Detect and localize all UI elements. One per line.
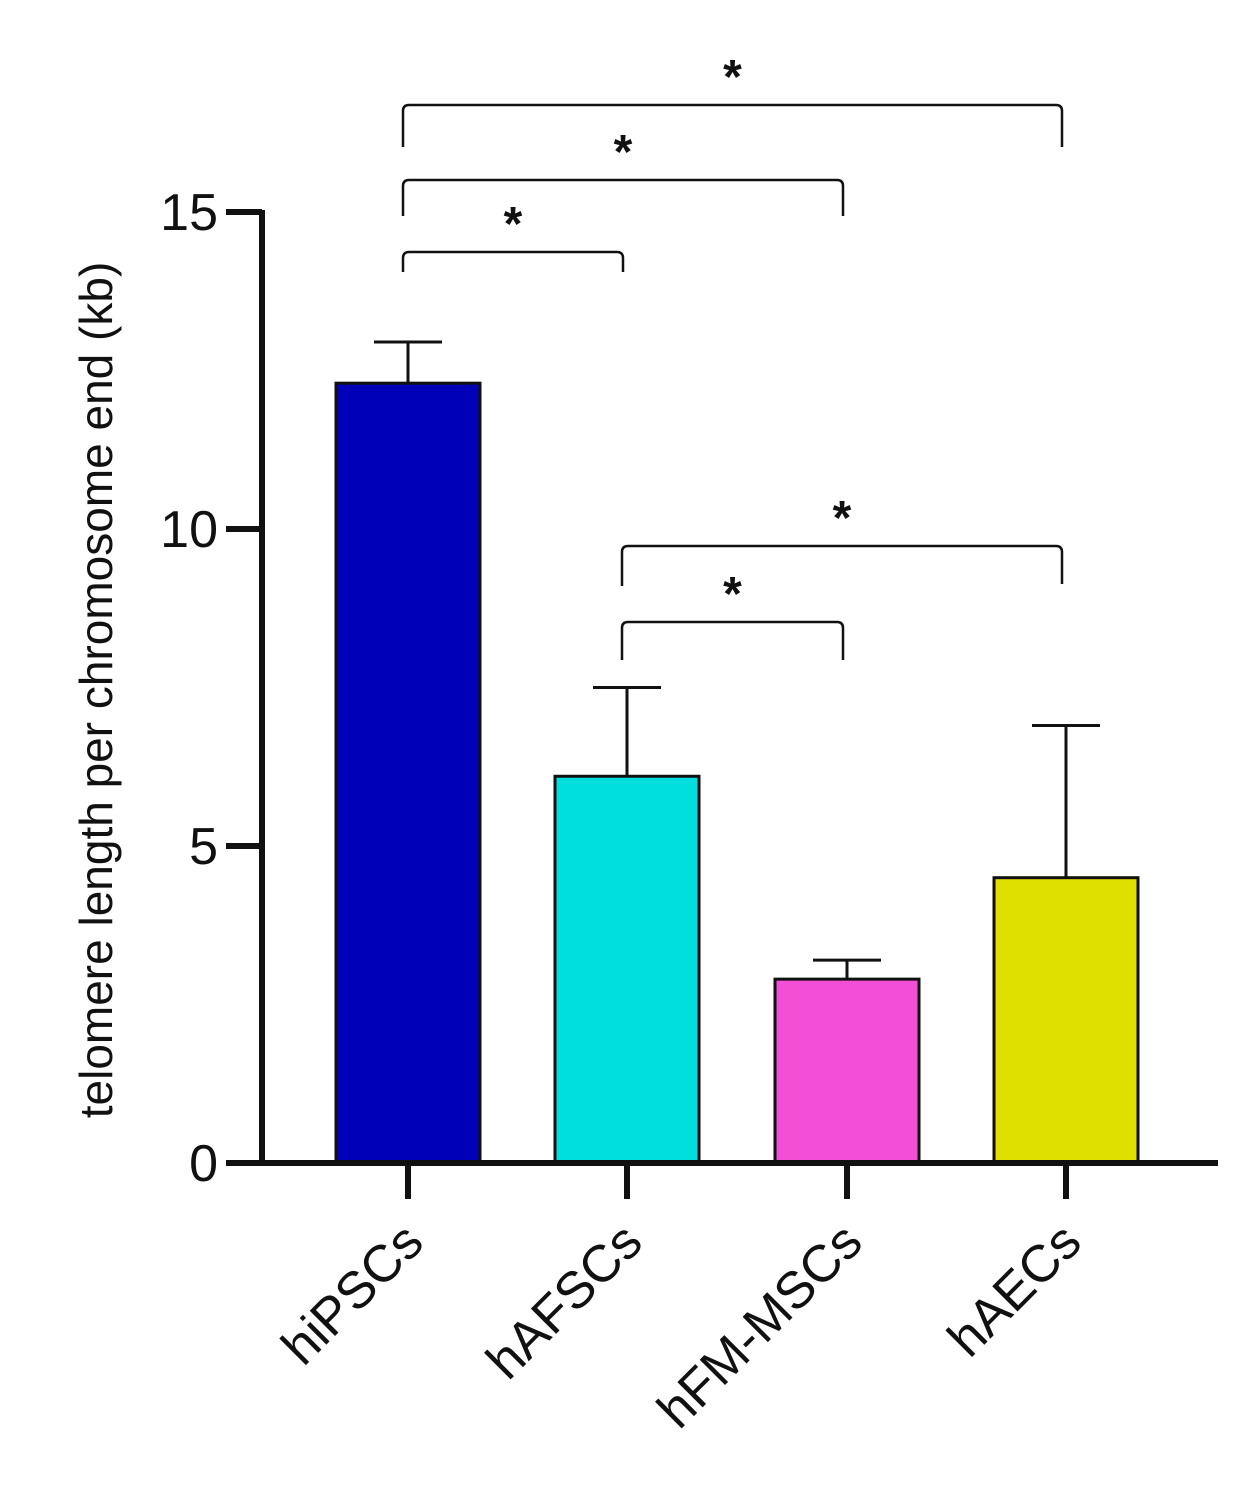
- error-bar-hAECs: [1032, 724, 1100, 878]
- x-tick-label-hAECs: hAECs: [937, 1212, 1092, 1367]
- significance-bracket-hAFSCs-hFM-MSCs: *: [620, 568, 845, 660]
- error-bar-hiPSCs: [374, 340, 442, 384]
- x-tick-label-hAFSCs: hAFSCs: [476, 1212, 654, 1390]
- significance-label: *: [614, 126, 633, 179]
- y-tick-label-5: 5: [189, 818, 218, 876]
- significance-label: *: [723, 568, 742, 621]
- bar-hAFSCs: [553, 774, 701, 1165]
- x-tick-label-hiPSCs: hiPSCs: [271, 1212, 435, 1376]
- y-tick-label-15: 15: [160, 184, 218, 242]
- significance-bracket-hiPSCs-hAFSCs: *: [401, 198, 625, 272]
- bar-hAECs: [992, 876, 1140, 1165]
- x-tick-label-hFM-MSCs: hFM-MSCs: [647, 1212, 874, 1439]
- error-bar-hAFSCs: [593, 686, 661, 777]
- bar-hiPSCs: [334, 381, 482, 1165]
- significance-label: *: [723, 51, 742, 104]
- y-axis-label: telomere length per chromosome end (kb): [70, 262, 122, 1119]
- significance-label: *: [833, 492, 852, 545]
- y-tick-label-10: 10: [160, 501, 218, 559]
- y-tick-label-0: 0: [189, 1135, 218, 1193]
- significance-bracket-hiPSCs-hAECs: *: [401, 51, 1064, 147]
- bar-hFM-MSCs: [773, 977, 921, 1165]
- significance-label: *: [504, 198, 523, 251]
- significance-bracket-hiPSCs-hFM-MSCs: *: [401, 126, 845, 216]
- significance-bracket-hAFSCs-hAECs: *: [620, 492, 1064, 586]
- error-bar-hFM-MSCs: [813, 958, 881, 980]
